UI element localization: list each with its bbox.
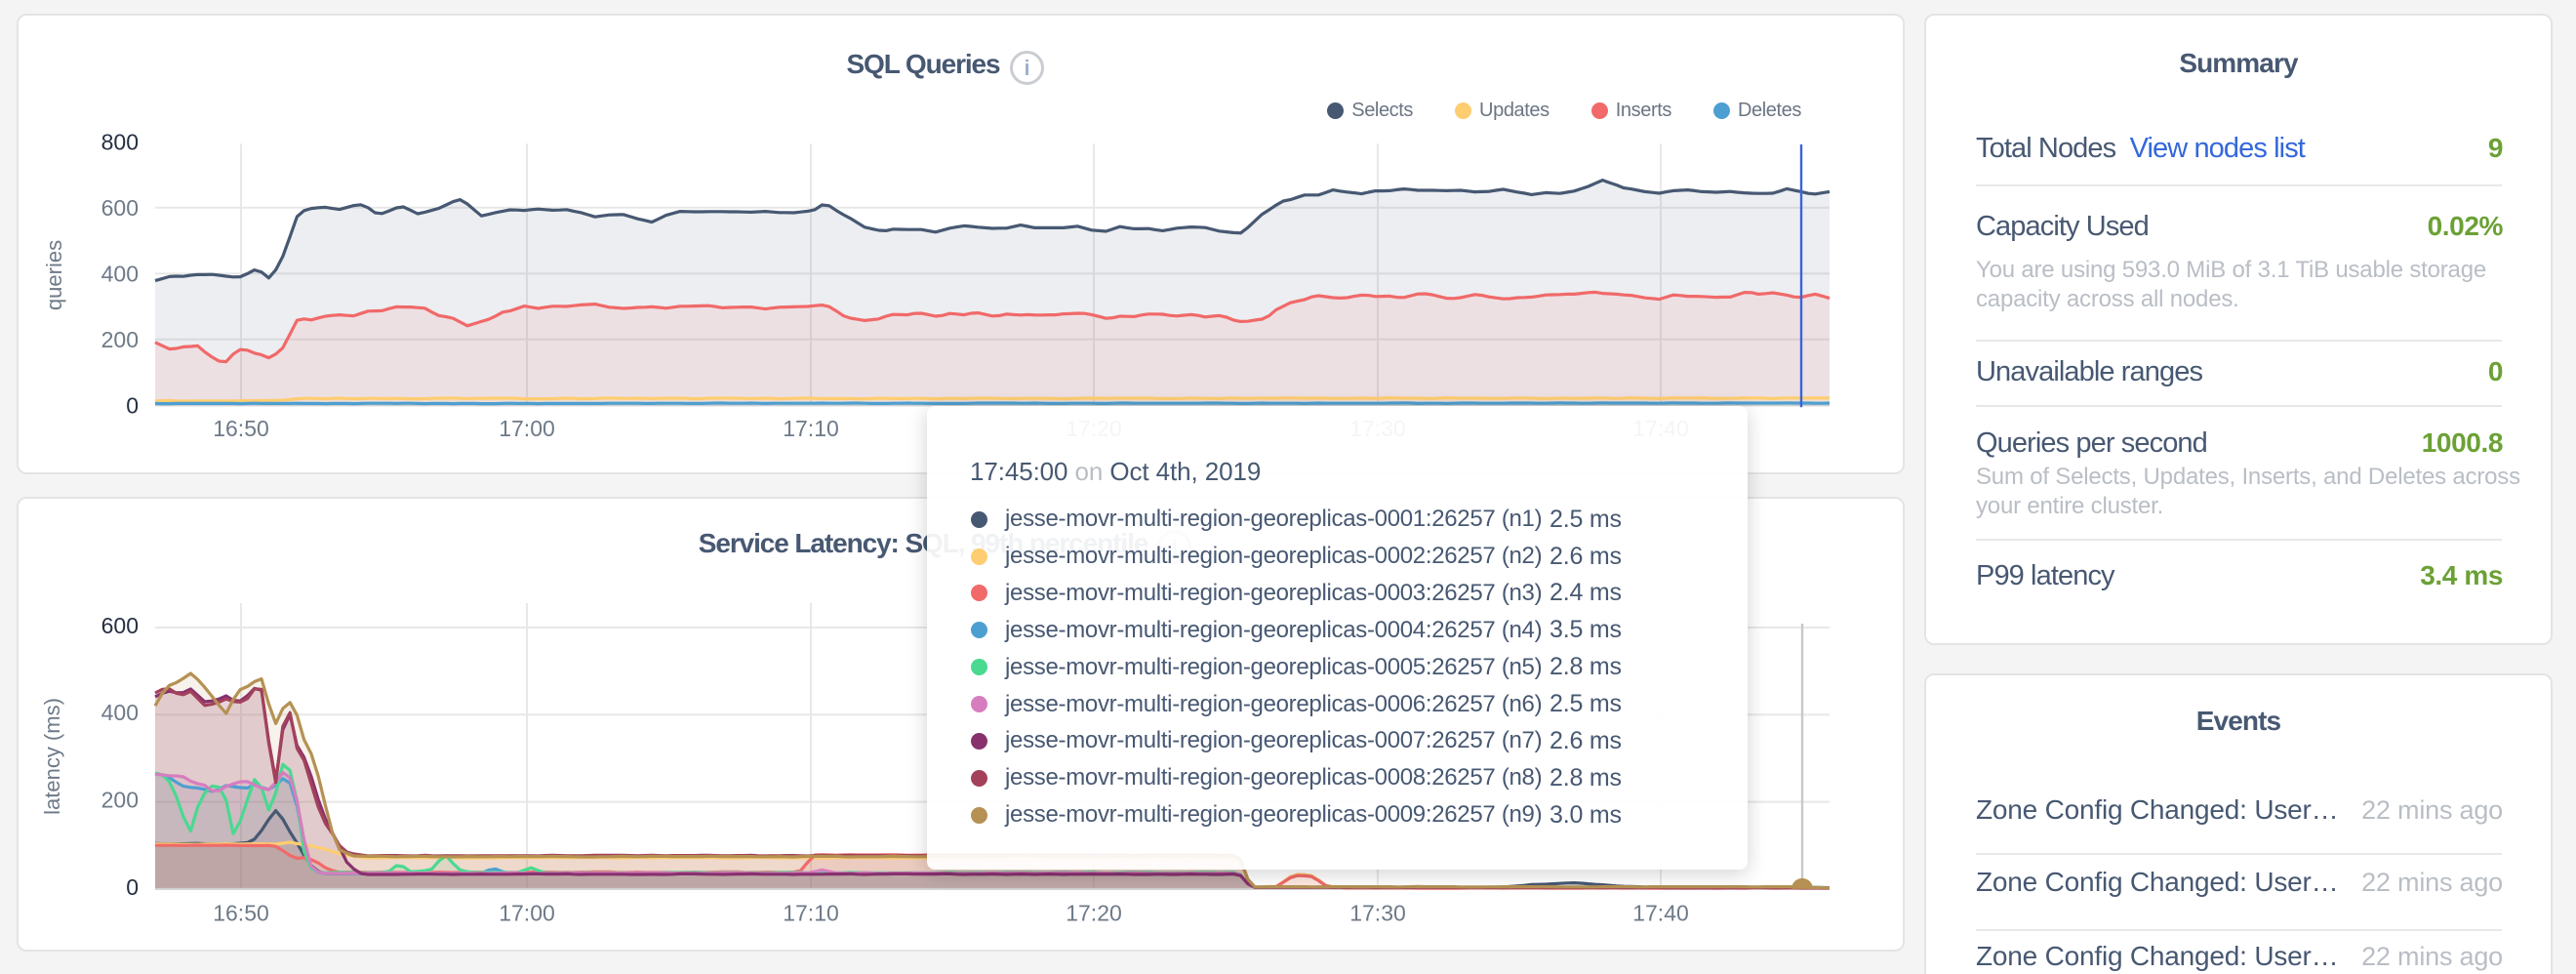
svg-text:800: 800 (101, 129, 139, 154)
svg-text:400: 400 (101, 261, 139, 286)
svg-text:17:10: 17:10 (783, 416, 839, 441)
svg-text:600: 600 (101, 613, 139, 638)
svg-text:16:50: 16:50 (213, 901, 269, 926)
svg-text:0: 0 (126, 874, 139, 900)
svg-text:400: 400 (101, 700, 139, 725)
svg-text:17:00: 17:00 (499, 901, 555, 926)
svg-text:16:50: 16:50 (213, 416, 269, 441)
svg-text:17:00: 17:00 (499, 416, 555, 441)
svg-text:600: 600 (101, 195, 139, 221)
svg-text:200: 200 (101, 327, 139, 352)
svg-text:latency (ms): latency (ms) (40, 698, 64, 815)
svg-text:17:30: 17:30 (1349, 901, 1406, 926)
svg-text:queries: queries (42, 240, 66, 310)
svg-text:17:10: 17:10 (783, 901, 839, 926)
svg-text:17:40: 17:40 (1632, 901, 1689, 926)
svg-text:200: 200 (101, 788, 139, 813)
svg-text:17:20: 17:20 (1066, 901, 1122, 926)
svg-text:0: 0 (126, 392, 139, 418)
